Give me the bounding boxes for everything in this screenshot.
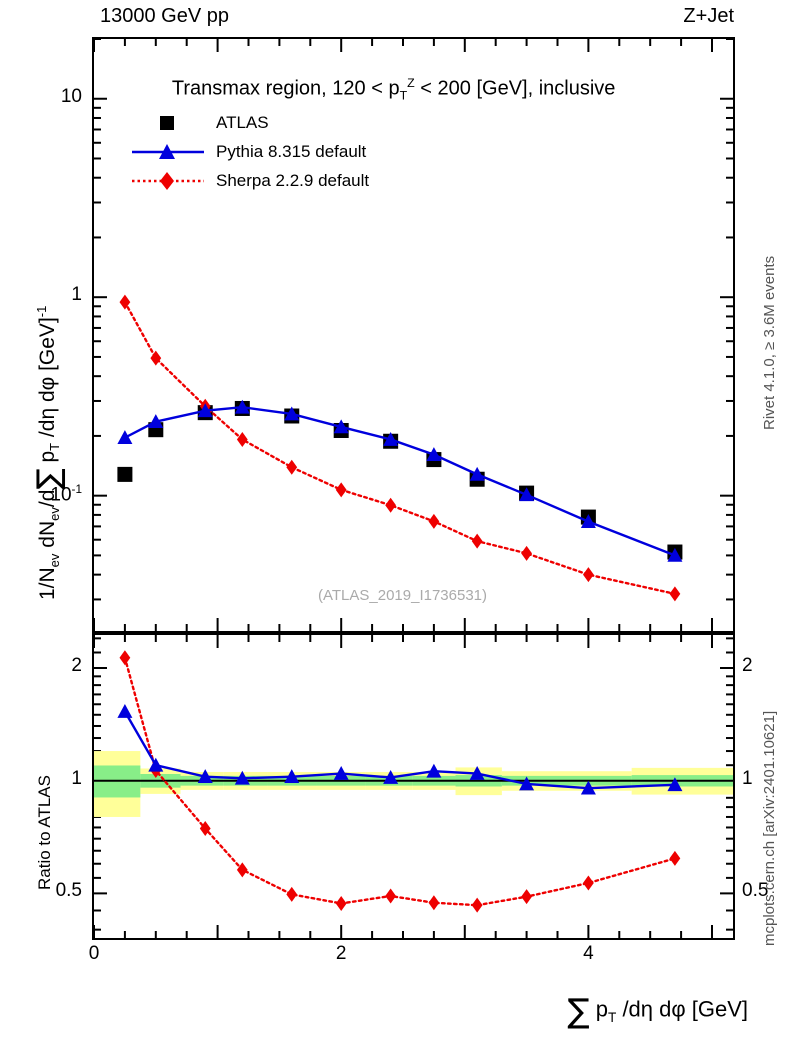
legend-marker-triangle-icon — [132, 144, 204, 159]
legend-label-sherpa: Sherpa 2.2.9 default — [216, 171, 370, 190]
header-beam-label: 13000 GeV pp — [100, 5, 229, 27]
main-plot-panel — [92, 37, 735, 633]
plot-title: Transmax region, 120 < pTZ < 200 [GeV], … — [171, 76, 616, 103]
legend-marker-diamond-icon — [132, 172, 204, 190]
y-tick-label-main-1: 1 — [71, 284, 82, 306]
rivet-version-note: Rivet 4.1.0, ≥ 3.6M events — [761, 255, 778, 430]
mcplots-source-note: mcplots.cern.ch [arXiv:2401.10621] — [761, 710, 778, 946]
header-process-label: Z+Jet — [683, 5, 734, 27]
y-tick-label-ratio-right-0: 2 — [742, 654, 753, 676]
y-axis-label-main: 1/Nev dNev/d∑ pT /dη dφ [GeV]-1 — [31, 305, 67, 600]
x-axis-label: ∑ pT /dη dφ [GeV] — [567, 991, 748, 1030]
main-plot-canvas — [94, 39, 733, 631]
y-tick-label-main-0: 10 — [60, 85, 82, 107]
ratio-plot-canvas — [94, 635, 733, 938]
legend-marker-square-icon — [160, 116, 174, 130]
ratio-plot-panel — [92, 633, 735, 940]
y-axis-label-ratio: Ratio to ATLAS — [35, 775, 54, 890]
plot-root: 13000 GeV pp Z+Jet Transmax region, 120 … — [31, 5, 778, 1027]
y-tick-label-ratio-left-0: 2 — [71, 654, 82, 676]
legend-label-pythia: Pythia 8.315 default — [216, 142, 367, 161]
x-tick-label-1: 2 — [335, 943, 347, 964]
analysis-watermark: (ATLAS_2019_I1736531) — [318, 587, 488, 604]
x-tick-label-0: 0 — [88, 943, 100, 964]
legend-label-atlas: ATLAS — [216, 113, 269, 132]
x-tick-label-2: 4 — [583, 943, 594, 964]
